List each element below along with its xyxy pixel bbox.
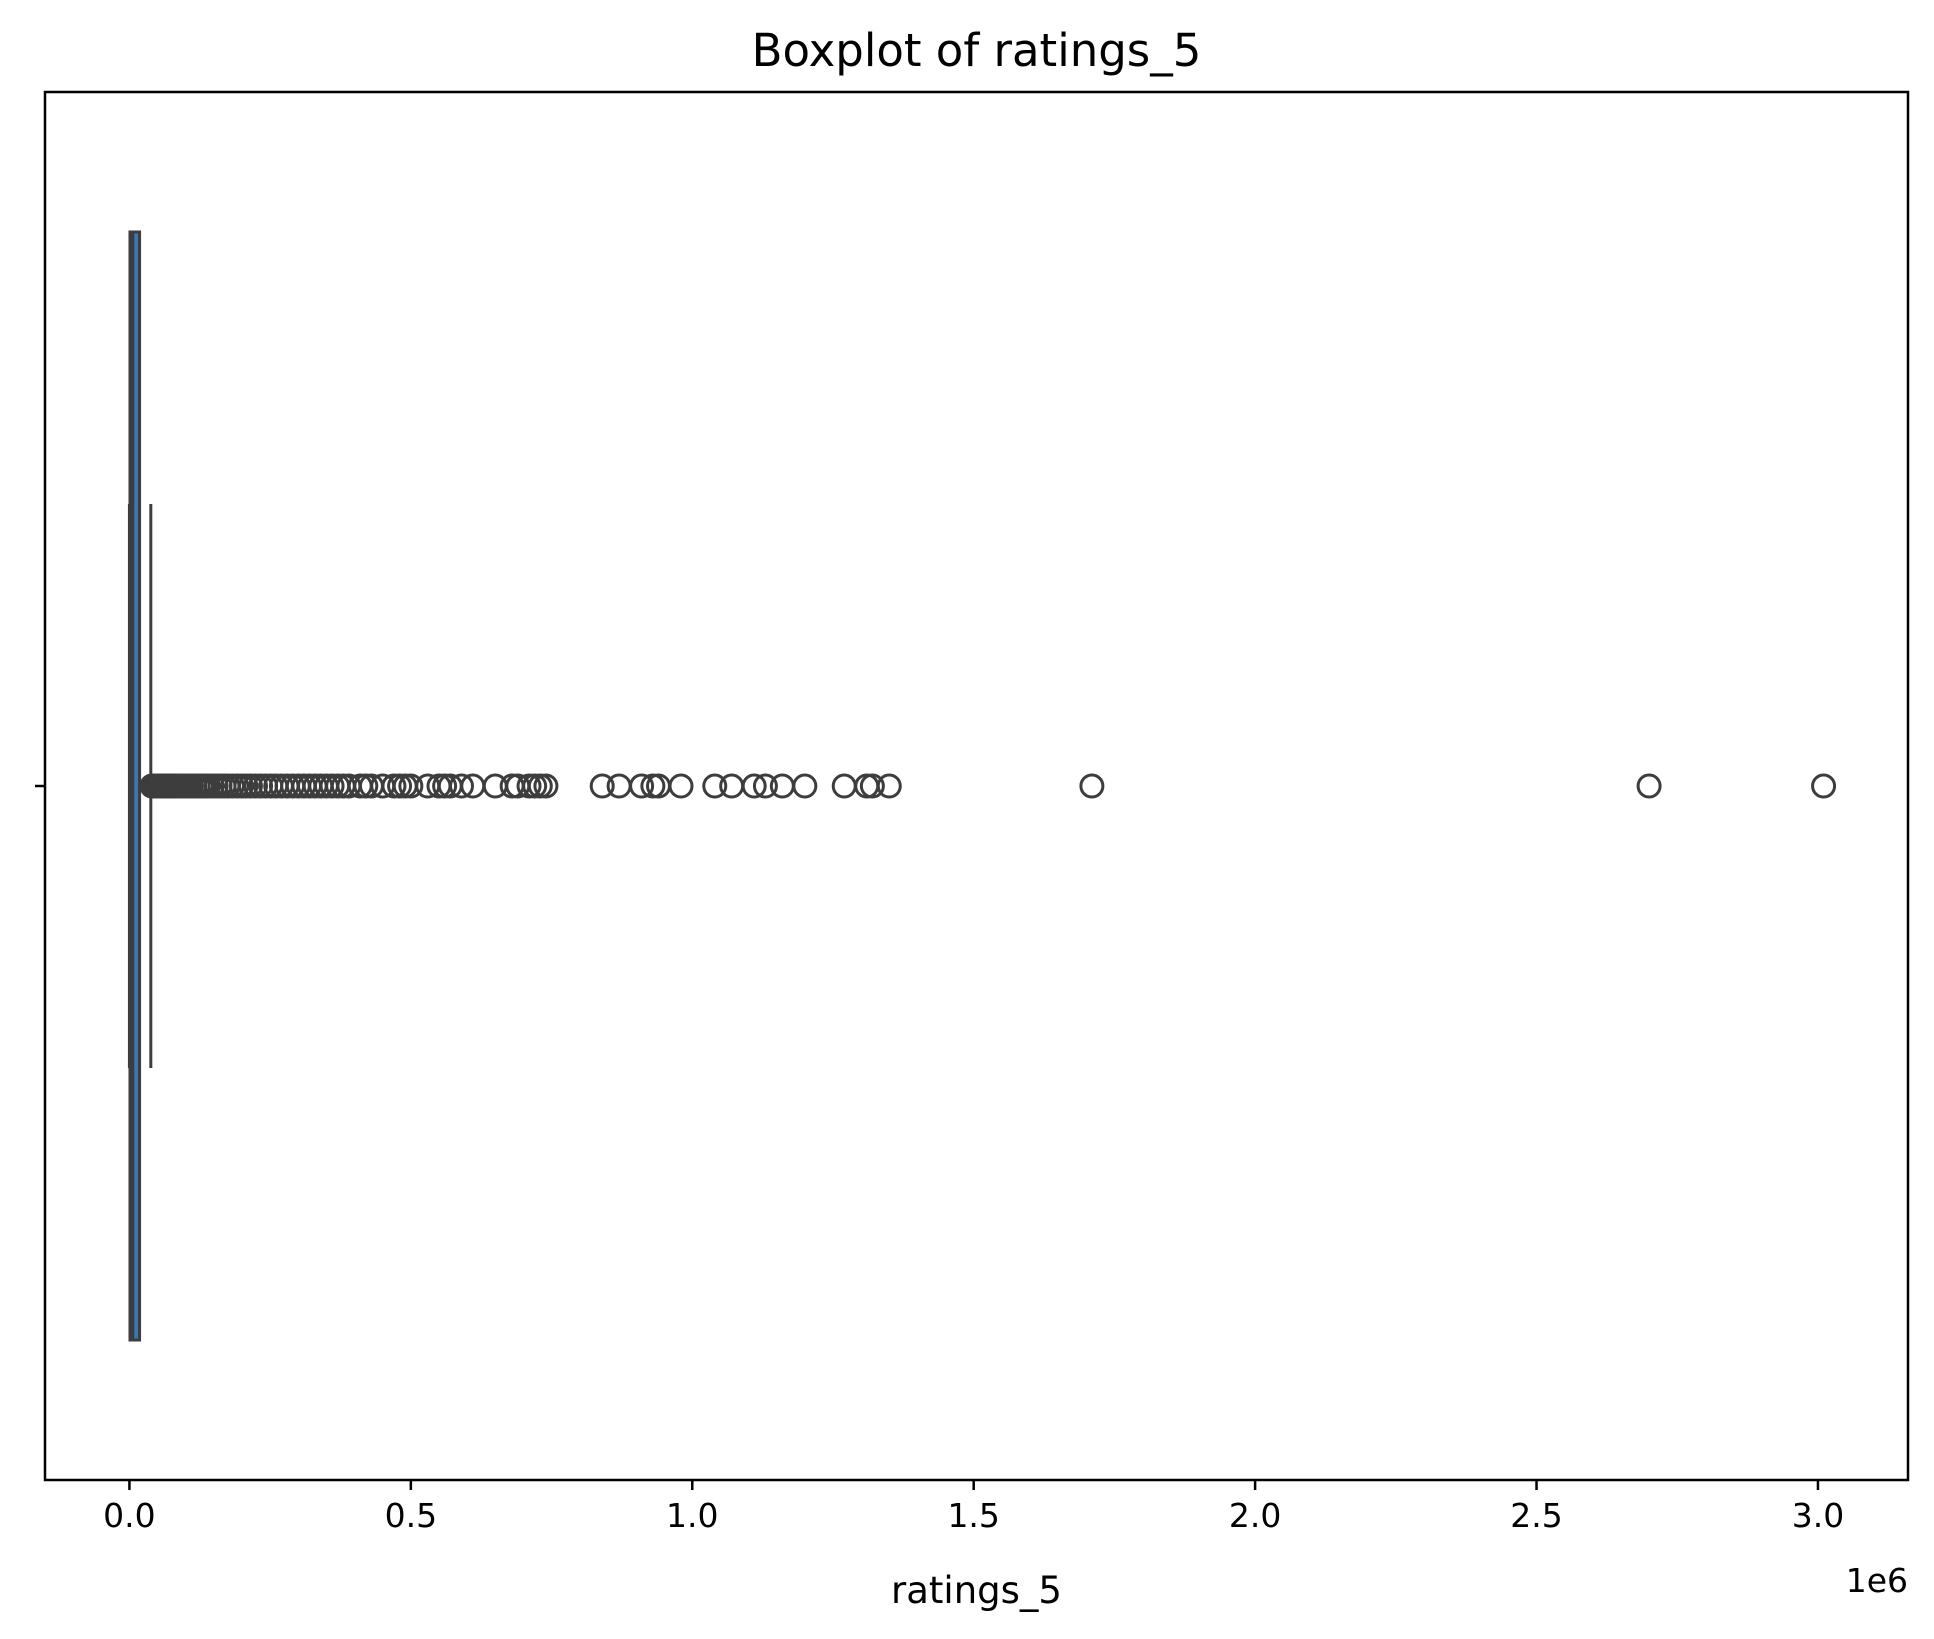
- outlier-point: [589, 773, 615, 799]
- outlier-point: [876, 773, 902, 799]
- outlier-point: [629, 773, 655, 799]
- plot-content: [127, 230, 1837, 1342]
- outlier-point: [1811, 773, 1837, 799]
- outlier-point: [752, 773, 778, 799]
- x-tick-label: 2.5: [1510, 1496, 1562, 1535]
- outlier-point: [1636, 773, 1662, 799]
- x-axis-offset-label: 1e6: [1846, 1561, 1908, 1600]
- x-tick-label: 1.5: [947, 1496, 999, 1535]
- x-tick-label: 0.5: [385, 1496, 437, 1535]
- outlier-point: [398, 773, 424, 799]
- outlier-point: [702, 773, 728, 799]
- chart-title: Boxplot of ratings_5: [752, 24, 1202, 77]
- x-tick-label: 0.0: [103, 1496, 155, 1535]
- outlier-point: [719, 773, 745, 799]
- outlier-point: [831, 773, 857, 799]
- x-tick-label: 3.0: [1792, 1496, 1844, 1535]
- outlier-point: [859, 773, 885, 799]
- x-axis-ticks: 0.0 0.5 1.0 1.5 2.0 2.5 3.0: [103, 1480, 1844, 1535]
- outlier-point: [668, 773, 694, 799]
- outlier-point: [606, 773, 632, 799]
- outliers: [139, 773, 1837, 799]
- plot-frame: [43, 90, 1910, 1482]
- outlier-point: [769, 773, 795, 799]
- outlier-point: [449, 773, 475, 799]
- outlier-point: [533, 773, 559, 799]
- x-axis-label: ratings_5: [891, 1569, 1062, 1612]
- x-tick-label: 2.0: [1229, 1496, 1281, 1535]
- outlier-point: [1079, 773, 1105, 799]
- x-tick-label: 1.0: [666, 1496, 718, 1535]
- outlier-point: [792, 773, 818, 799]
- outlier-point: [741, 773, 767, 799]
